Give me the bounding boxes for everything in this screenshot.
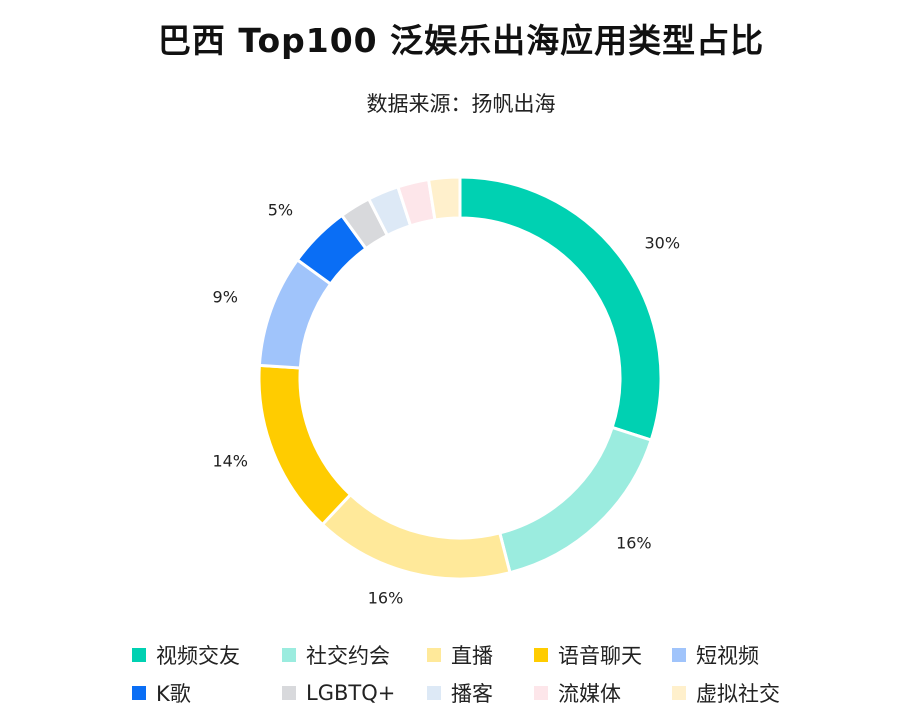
- donut-slice[interactable]: [257, 363, 353, 527]
- legend-label: K歌: [156, 682, 191, 706]
- legend-label: 语音聊天: [558, 644, 642, 668]
- legend-item-live[interactable]: 直播: [427, 640, 534, 670]
- legend-label: 短视频: [696, 644, 759, 668]
- legend-swatch: [282, 686, 296, 700]
- legend-label: 直播: [451, 644, 493, 668]
- legend-label: 视频交友: [156, 644, 240, 668]
- legend-item-lgbtq[interactable]: LGBTQ+: [282, 681, 427, 705]
- slice-value-label: 5%: [268, 201, 293, 220]
- chart-subtitle: 数据来源：扬帆出海: [366, 92, 556, 116]
- donut-slice[interactable]: [426, 175, 462, 222]
- legend-swatch: [672, 648, 686, 662]
- slice-labels: 30% 16% 16% 14% 9% 5%: [212, 201, 680, 608]
- legend-item-video-dating[interactable]: 视频交友: [132, 640, 282, 670]
- legend-swatch: [132, 686, 146, 700]
- legend-item-social-dating[interactable]: 社交约会: [282, 640, 427, 670]
- slice-value-label: 16%: [616, 534, 652, 553]
- legend-item-streaming[interactable]: 流媒体: [534, 678, 672, 708]
- donut-slices: [257, 175, 663, 581]
- legend-swatch: [534, 686, 548, 700]
- legend-label: 播客: [451, 682, 493, 706]
- legend: 视频交友 社交约会 直播 语音聊天 短视频 K歌 LGBTQ+ 播: [132, 636, 832, 712]
- slice-value-label: 30%: [644, 233, 680, 252]
- legend-label: 社交约会: [306, 644, 390, 668]
- legend-label: 流媒体: [558, 682, 621, 706]
- slice-value-label: 16%: [368, 588, 404, 607]
- legend-item-voice-chat[interactable]: 语音聊天: [534, 640, 672, 670]
- legend-item-virtual-social[interactable]: 虚拟社交: [672, 678, 780, 708]
- donut-slice[interactable]: [320, 492, 512, 581]
- donut-slice[interactable]: [458, 175, 663, 443]
- chart-title: 巴西 Top100 泛娱乐出海应用类型占比: [157, 21, 765, 60]
- legend-label: 虚拟社交: [696, 682, 780, 706]
- legend-row-2: K歌 LGBTQ+ 播客 流媒体 虚拟社交: [132, 674, 832, 712]
- legend-swatch: [427, 648, 441, 662]
- legend-swatch: [282, 648, 296, 662]
- legend-item-karaoke[interactable]: K歌: [132, 678, 282, 708]
- slice-value-label: 14%: [212, 451, 248, 470]
- legend-swatch: [427, 686, 441, 700]
- legend-item-podcast[interactable]: 播客: [427, 678, 534, 708]
- legend-swatch: [672, 686, 686, 700]
- legend-row-1: 视频交友 社交约会 直播 语音聊天 短视频: [132, 636, 832, 674]
- legend-label: LGBTQ+: [306, 681, 396, 705]
- legend-swatch: [132, 648, 146, 662]
- slice-value-label: 9%: [213, 288, 238, 307]
- legend-item-short-video[interactable]: 短视频: [672, 640, 759, 670]
- legend-swatch: [534, 648, 548, 662]
